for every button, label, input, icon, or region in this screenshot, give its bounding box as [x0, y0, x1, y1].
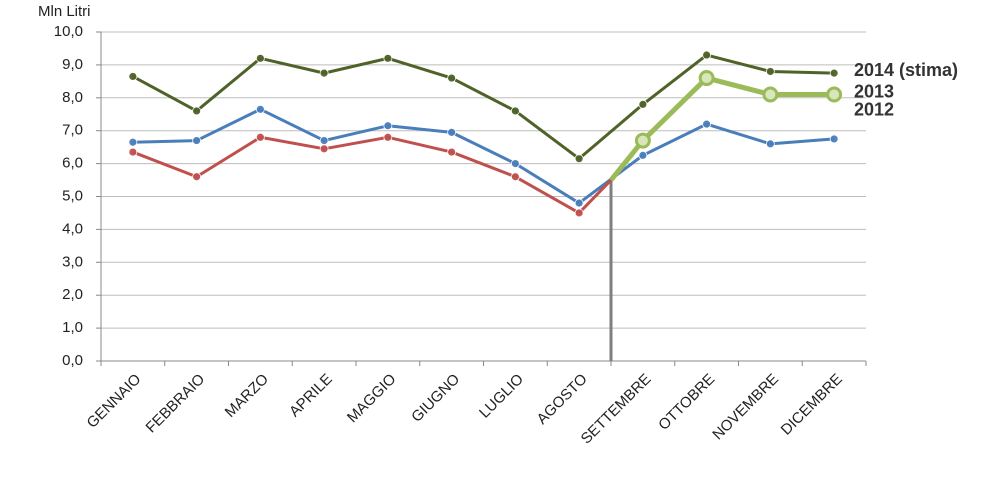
marker: [574, 154, 584, 164]
marker: [510, 172, 520, 182]
marker: [447, 73, 457, 83]
series-line: [641, 75, 835, 143]
y-tick-label: 4,0: [62, 220, 83, 237]
y-tick-label: 10,0: [54, 23, 83, 40]
marker: [702, 50, 712, 60]
y-tick-label: 6,0: [62, 155, 83, 172]
x-tick-label: DICEMBRE: [778, 371, 846, 439]
x-tick-label: GENNAIO: [84, 371, 145, 432]
x-tick-label: FEBBRAIO: [143, 371, 209, 437]
y-tick-label: 9,0: [62, 56, 83, 73]
marker: [319, 68, 329, 78]
x-tick-label: MARZO: [222, 371, 272, 421]
marker: [826, 86, 843, 103]
marker: [128, 147, 138, 157]
y-tick-label: 0,0: [62, 352, 83, 369]
marker: [762, 86, 779, 103]
marker: [192, 172, 202, 182]
marker: [702, 119, 712, 129]
split-connector: [609, 138, 645, 182]
series-label: 2012: [854, 100, 894, 120]
marker: [447, 147, 457, 157]
x-tick-label: APRILE: [286, 371, 336, 421]
split-connector: [578, 179, 613, 214]
marker: [829, 68, 839, 78]
series-label: 2013: [854, 81, 894, 101]
x-tick-label: GIUGNO: [408, 371, 463, 426]
marker: [829, 134, 839, 144]
series-line: [132, 135, 580, 215]
marker: [128, 72, 138, 81]
marker: [319, 144, 329, 154]
marker: [255, 132, 265, 142]
marker: [255, 104, 265, 114]
y-tick-label: 1,0: [62, 319, 83, 336]
marker: [698, 70, 715, 87]
y-tick-label: 3,0: [62, 253, 83, 270]
marker: [574, 198, 584, 208]
marker: [319, 136, 329, 145]
marker: [765, 139, 775, 149]
marker: [765, 67, 775, 76]
marker: [255, 53, 265, 63]
y-tick-label: 7,0: [62, 122, 83, 139]
y-tick-label: 5,0: [62, 187, 83, 204]
series-line: [132, 107, 835, 205]
marker: [383, 53, 393, 63]
marker: [638, 99, 648, 109]
x-tick-label: MAGGIO: [344, 371, 400, 427]
marker: [447, 127, 457, 137]
marker: [634, 132, 651, 149]
marker: [510, 106, 520, 116]
x-tick-label: AGOSTO: [534, 371, 591, 428]
marker: [192, 136, 202, 145]
series-label: 2014 (stima): [854, 60, 958, 80]
marker: [128, 137, 138, 147]
x-tick-label: NOVEMBRE: [709, 371, 782, 444]
marker: [574, 208, 584, 218]
marker: [383, 121, 393, 131]
x-tick-label: LUGLIO: [476, 371, 527, 422]
marker: [192, 106, 202, 116]
y-tick-label: 2,0: [62, 286, 83, 303]
y-axis-label: Mln Litri: [38, 3, 91, 20]
x-tick-label: OTTOBRE: [655, 371, 718, 434]
marker: [383, 132, 393, 142]
y-tick-label: 8,0: [62, 89, 83, 106]
series-line: [132, 53, 835, 161]
marker: [638, 150, 648, 160]
marker: [510, 159, 520, 169]
